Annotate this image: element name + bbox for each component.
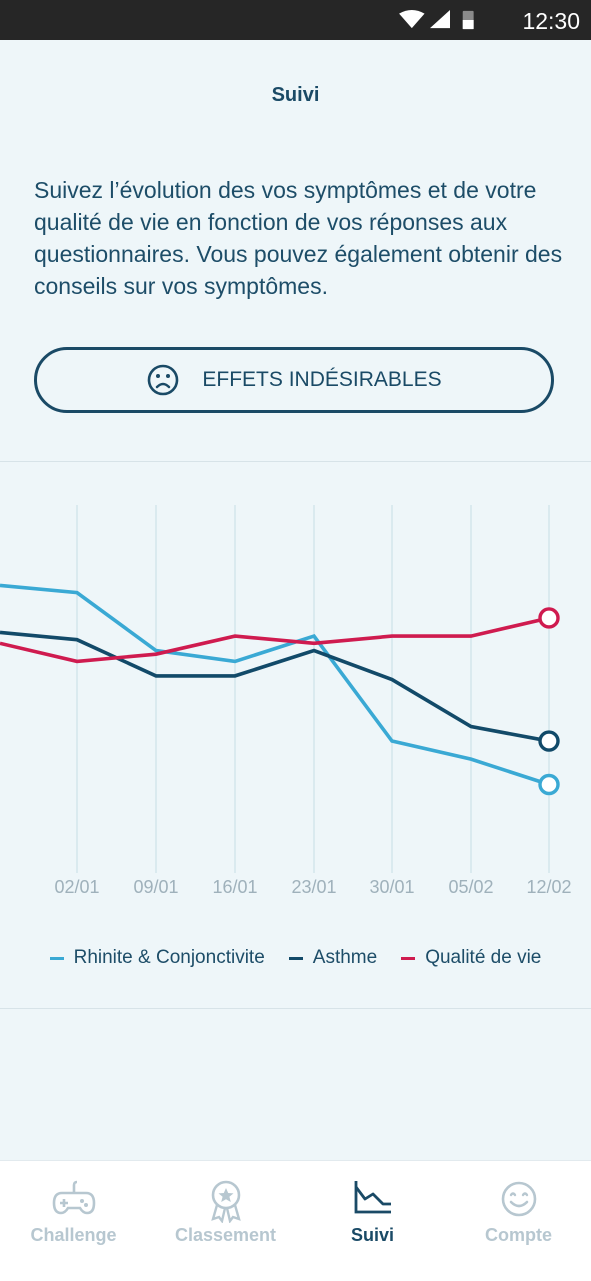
divider-top xyxy=(0,461,591,462)
chart-lines xyxy=(0,583,560,796)
nav-item-classement[interactable]: Classement xyxy=(152,1161,299,1281)
legend-label-rhinite: Rhinite & Conjonctivite xyxy=(73,947,265,968)
series-line-asthme xyxy=(0,630,550,743)
nav-item-compte[interactable]: Compte xyxy=(445,1161,591,1281)
x-tick-label: 23/01 xyxy=(291,877,336,897)
nav-item-challenge[interactable]: Challenge xyxy=(0,1161,147,1281)
x-tick-label: 02/01 xyxy=(54,877,99,897)
legend-swatch-asthme xyxy=(288,956,303,960)
legend-label-qualite: Qualité de vie xyxy=(425,947,542,968)
wifi-icon xyxy=(399,10,425,29)
status-time: 12:30 xyxy=(522,8,580,34)
status-bar: 12:30 xyxy=(0,0,591,40)
x-tick-label: 12/02 xyxy=(526,877,571,897)
legend-swatch-rhinite xyxy=(49,956,64,960)
series-line-rhinite xyxy=(0,583,550,787)
nav-label-suivi: Suivi xyxy=(350,1225,394,1245)
legend-item-rhinite: Rhinite & Conjonctivite xyxy=(49,947,265,969)
x-tick-label: 16/01 xyxy=(212,877,257,897)
nav-label-classement: Classement xyxy=(174,1225,277,1245)
x-tick-label: 09/01 xyxy=(133,877,178,897)
intro-text: Suivez l’évolution des vos symptômes et … xyxy=(34,177,563,299)
x-tick-label: 30/01 xyxy=(369,877,414,897)
bottom-nav: Challenge Classement Suivi Compte xyxy=(0,1160,591,1281)
series-line-qualite xyxy=(0,616,550,664)
chart-legend: Rhinite & Conjonctivite Asthme Qualité d… xyxy=(0,944,591,972)
symptoms-chart: 02/01 09/01 16/01 23/01 30/01 05/02 12/02 xyxy=(0,505,572,897)
page-title: Suivi xyxy=(271,84,320,106)
nav-label-challenge: Challenge xyxy=(30,1225,117,1245)
smiley-icon xyxy=(501,1181,536,1217)
sad-face-icon xyxy=(148,364,179,396)
chart-icon xyxy=(354,1181,391,1214)
chart-grid xyxy=(76,505,550,873)
chart-x-ticks: 02/01 09/01 16/01 23/01 30/01 05/02 12/02 xyxy=(54,877,571,897)
nav-label-compte: Compte xyxy=(485,1225,552,1245)
series-end-point-asthme[interactable] xyxy=(538,730,560,752)
side-effects-label: EFFETS INDÉSIRABLES xyxy=(202,368,442,391)
series-end-point-qualite[interactable] xyxy=(538,607,560,629)
x-tick-label: 05/02 xyxy=(448,877,493,897)
divider-bottom xyxy=(0,1008,591,1009)
legend-label-asthme: Asthme xyxy=(312,947,378,968)
legend-item-qualite: Qualité de vie xyxy=(401,947,541,969)
legend-item-asthme: Asthme xyxy=(288,947,378,969)
medal-icon xyxy=(210,1180,241,1223)
status-icons xyxy=(399,10,474,30)
series-end-point-rhinite[interactable] xyxy=(538,773,560,796)
gamepad-icon xyxy=(52,1180,95,1215)
signal-icon xyxy=(430,10,450,29)
side-effects-button[interactable]: EFFETS INDÉSIRABLES xyxy=(34,347,554,413)
legend-swatch-qualite xyxy=(401,956,416,960)
nav-item-suivi[interactable]: Suivi xyxy=(299,1161,446,1281)
